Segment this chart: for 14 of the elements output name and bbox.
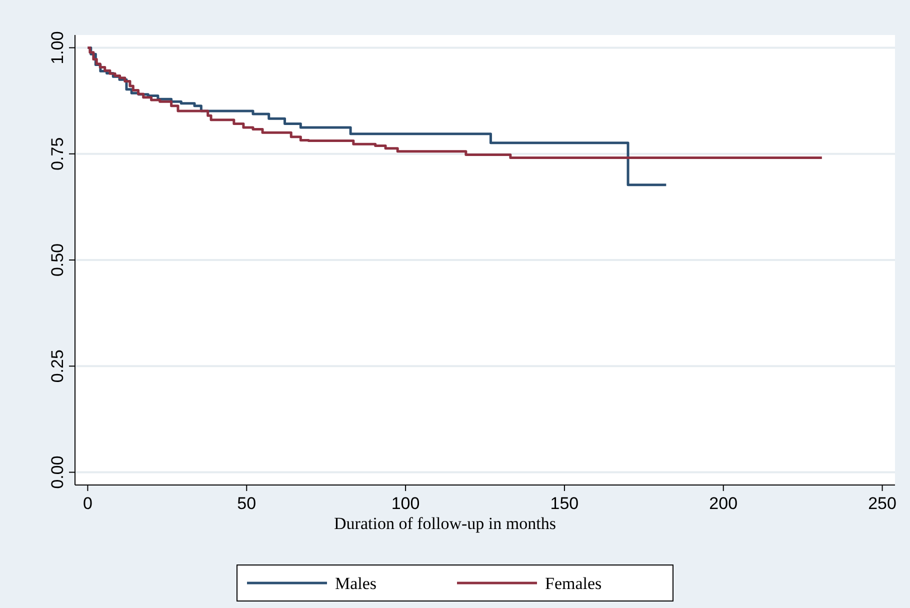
x-tick-label: 0 (82, 494, 92, 513)
y-tick-label: 0.00 (48, 456, 67, 489)
y-tick-label: 0.75 (48, 137, 67, 170)
x-tick-label: 150 (550, 494, 579, 513)
y-tick-label: 0.25 (48, 350, 67, 383)
legend-label: Females (545, 574, 602, 593)
x-tick-label: 250 (868, 494, 896, 513)
y-tick-label: 0.50 (48, 243, 67, 277)
y-tick-label: 1.00 (48, 31, 67, 64)
x-tick-label: 200 (709, 494, 738, 513)
x-tick-label: 100 (391, 494, 420, 513)
legend-label: Males (335, 574, 377, 593)
x-tick-label: 50 (237, 494, 256, 513)
x-axis-title: Duration of follow-up in months (334, 514, 556, 533)
